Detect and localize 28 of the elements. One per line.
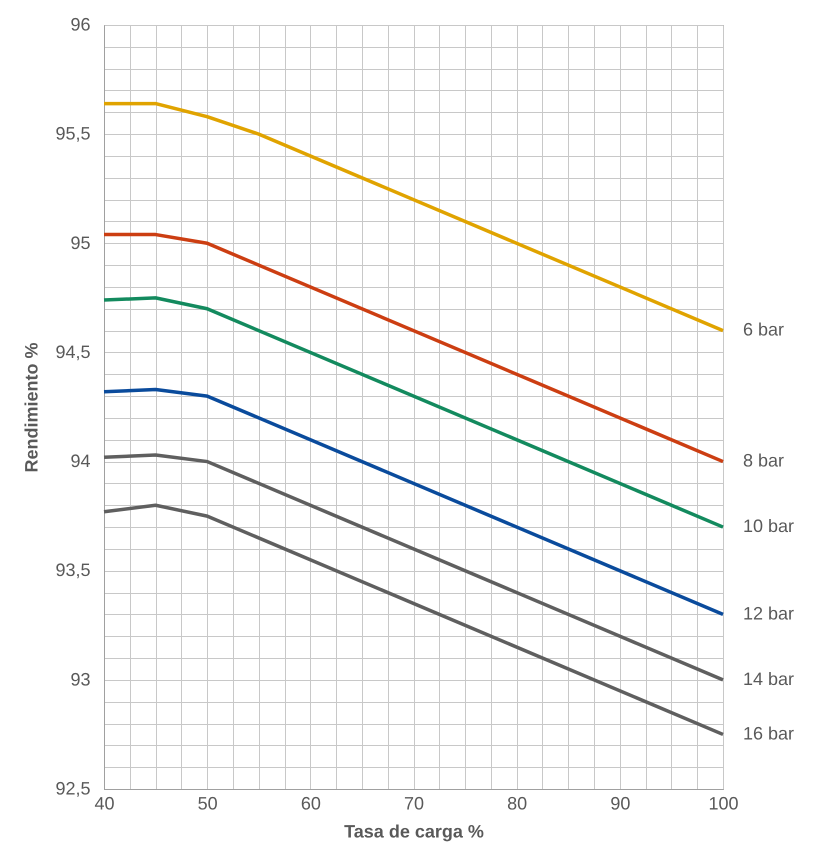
y-tick-label: 93 [70, 669, 90, 690]
x-tick-label: 100 [708, 794, 739, 814]
series-label: 8 bar [743, 450, 784, 471]
line-series [102, 503, 725, 736]
x-axis-title: Tasa de carga % [344, 822, 484, 842]
y-tick-label: 92,5 [55, 778, 90, 798]
x-tick-label: 50 [198, 794, 218, 814]
x-tick-label: 70 [404, 794, 424, 814]
x-tick-label: 40 [94, 794, 115, 814]
line-series [102, 388, 725, 616]
y-tick-label: 94,5 [55, 342, 90, 362]
series-label: 16 bar [743, 723, 794, 744]
x-tick-label: 80 [507, 794, 528, 814]
series-label: 10 bar [743, 516, 794, 536]
series-label: 14 bar [743, 668, 794, 689]
x-tick-label: 90 [610, 794, 630, 814]
line-series [102, 296, 725, 529]
y-tick-label: 93,5 [55, 560, 90, 580]
y-tick-label: 94 [70, 451, 90, 472]
y-tick-label: 95 [70, 232, 90, 253]
line-series [102, 453, 725, 682]
y-tick-label: 96 [70, 14, 90, 34]
series-label: 12 bar [743, 603, 794, 624]
series-label: 6 bar [743, 320, 784, 340]
y-tick-label: 95,5 [55, 124, 90, 144]
x-tick-label: 60 [300, 794, 321, 814]
y-axis-title: Rendimiento % [21, 342, 42, 473]
line-series [102, 102, 725, 332]
